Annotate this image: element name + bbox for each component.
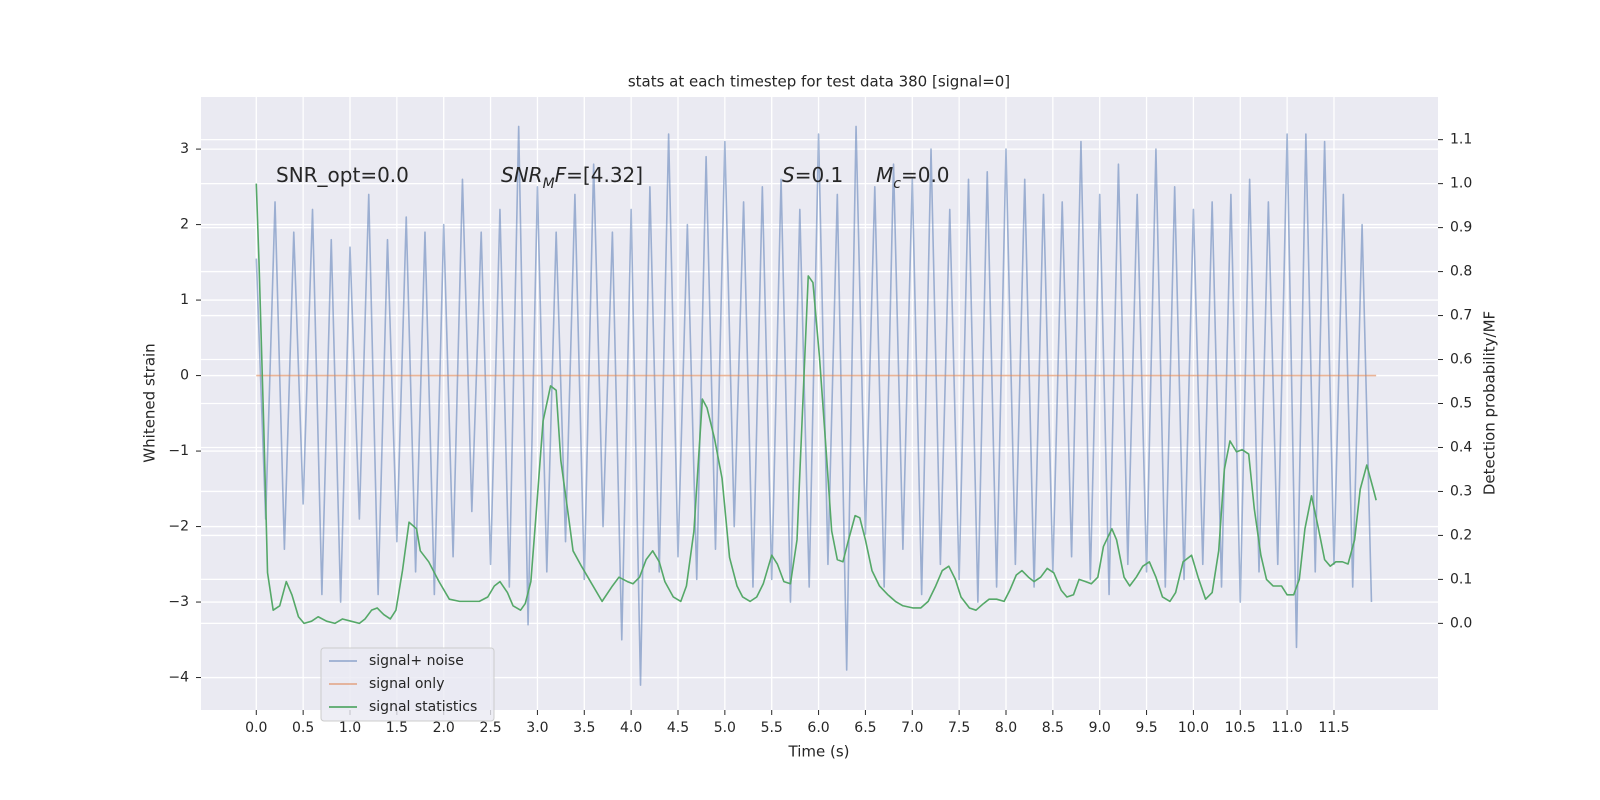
annotation-part: M: [543, 176, 555, 192]
y-tick-label: −1: [168, 443, 189, 459]
x-tick-label: 3.0: [526, 720, 548, 736]
x-tick-label: 2.5: [479, 720, 501, 736]
x-tick-label: 5.0: [714, 720, 736, 736]
y-tick-label: 3: [180, 141, 189, 157]
x-tick-label: 6.0: [807, 720, 829, 736]
y2-tick-label: 0.3: [1450, 483, 1472, 499]
y2-tick-label: 0.1: [1450, 571, 1472, 587]
annotation-part: S: [782, 163, 795, 187]
annotation: SNR_opt=0.0: [276, 163, 409, 187]
y2-axis-label: Detection probability/MF: [1481, 311, 1499, 495]
labels: 0.0 0.5 1.0 1.5 2.0 2.5 3.0 3.5 4.0 4.5 5.0 5.5 6.0 6…: [168, 132, 1472, 736]
y-tick-label: 0: [180, 368, 189, 384]
x-tick-label: 1.5: [386, 720, 408, 736]
legend-box: [320, 647, 495, 722]
y2-tick-label: 0.4: [1450, 439, 1472, 455]
y-tick-label: −4: [168, 670, 189, 686]
annotation: SNRMF=[4.32]: [501, 163, 643, 193]
x-tick-label: 8.5: [1042, 720, 1064, 736]
x-tick-label: 2.0: [433, 720, 455, 736]
x-tick-label: 11.0: [1272, 720, 1303, 736]
x-tick-label: 11.5: [1318, 720, 1349, 736]
legend: signal+ noise signal only signal statistic…: [320, 647, 495, 722]
x-tick-label: 4.5: [667, 720, 689, 736]
y-tick-label: 1: [180, 292, 189, 308]
y2-tick-label: 0.0: [1450, 615, 1472, 631]
annotation-part: =0.0: [901, 163, 950, 187]
x-tick-label: 7.5: [948, 720, 970, 736]
legend-label: signal+ noise: [369, 653, 464, 669]
annotation-part: SNR: [501, 163, 543, 187]
x-tick-label: 10.5: [1225, 720, 1256, 736]
x-tick-label: 1.0: [339, 720, 361, 736]
y2-tick-label: 0.6: [1450, 352, 1472, 368]
annotation-part: =0.1: [795, 163, 844, 187]
x-tick-label: 5.5: [761, 720, 783, 736]
annotation-part: M: [876, 163, 893, 187]
x-tick-label: 3.5: [573, 720, 595, 736]
series-line: [255, 125, 1373, 686]
x-tick-label: 0.5: [292, 720, 314, 736]
x-tick-label: 0.0: [245, 720, 267, 736]
x-axis-label: Time (s): [788, 743, 850, 761]
y-axis-label: Whitened strain: [141, 343, 159, 462]
x-tick-label: 8.0: [995, 720, 1017, 736]
annotation-part: =[4.32]: [566, 163, 643, 187]
y2-tick-label: 0.5: [1450, 396, 1472, 412]
y-tick-label: −3: [168, 594, 189, 610]
y2-tick-label: 0.2: [1450, 527, 1472, 543]
annotation: S=0.1: [782, 163, 843, 187]
legend-label: signal statistics: [369, 699, 477, 715]
y2-tick-label: 1.0: [1450, 176, 1472, 192]
x-tick-label: 9.0: [1089, 720, 1111, 736]
y2-tick-label: 0.8: [1450, 264, 1472, 280]
chart-title: stats at each timestep for test data 380…: [628, 73, 1010, 91]
annotation-part: F: [555, 163, 567, 187]
annotation: Mc=0.0: [876, 163, 950, 193]
legend-label: signal only: [369, 676, 444, 692]
y2-tick-label: 0.9: [1450, 220, 1472, 236]
annotation-part: SNR_opt=0.0: [276, 163, 409, 187]
series-line: [255, 183, 1377, 625]
y2-tick-label: 0.7: [1450, 308, 1472, 324]
x-tick-label: 6.5: [854, 720, 876, 736]
x-tick-label: 9.5: [1135, 720, 1157, 736]
y-tick-label: −2: [168, 519, 189, 535]
x-tick-label: 4.0: [620, 720, 642, 736]
y-tick-label: 2: [180, 217, 189, 233]
x-tick-label: 10.0: [1178, 720, 1209, 736]
x-tick-label: 7.0: [901, 720, 923, 736]
y2-tick-label: 1.1: [1450, 132, 1472, 148]
marks: [255, 125, 1377, 686]
annotation-part: c: [893, 176, 901, 192]
